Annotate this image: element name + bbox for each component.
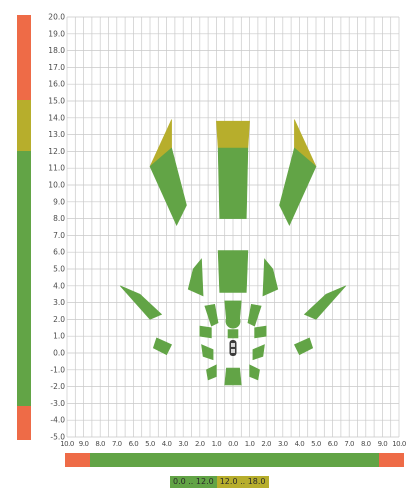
scale-segment-green bbox=[90, 453, 379, 467]
x-tick-label: 4.0 bbox=[295, 440, 305, 448]
detection-zone-green bbox=[293, 337, 314, 356]
detection-zone-green bbox=[206, 364, 217, 381]
detection-zones bbox=[119, 119, 347, 386]
x-tick-label: 10.0 bbox=[392, 440, 406, 448]
x-tick-label: 10.0 bbox=[60, 440, 74, 448]
y-tick-label: 4.0 bbox=[53, 281, 65, 290]
detection-zone-green bbox=[252, 344, 265, 361]
legend-item-green: 0.0 .. 12.0 bbox=[170, 476, 217, 488]
y-tick-label: 8.0 bbox=[53, 214, 65, 223]
y-tick-label: -1.0 bbox=[50, 365, 65, 374]
detection-zone-green bbox=[254, 325, 267, 339]
detection-zone-green bbox=[249, 364, 260, 381]
detection-zone-green bbox=[201, 344, 214, 361]
grid bbox=[66, 16, 400, 438]
detection-zone-green bbox=[217, 250, 249, 293]
x-tick-label: 8.0 bbox=[95, 440, 105, 448]
scale-segment-green bbox=[17, 151, 31, 406]
detection-zone-green bbox=[149, 147, 187, 227]
y-tick-label: 7.0 bbox=[53, 231, 65, 240]
x-axis-labels: 10.0 9.0 8.0 7.0 6.0 5.0 4.0 3.0 2.0 1.0 0.0 1.0 2.0… bbox=[60, 440, 406, 448]
x-tick-label: 9.0 bbox=[378, 440, 388, 448]
scale-segment-red bbox=[17, 406, 31, 440]
y-tick-label: -5.0 bbox=[50, 433, 65, 442]
x-tick-label: 8.0 bbox=[361, 440, 371, 448]
y-tick-label: 19.0 bbox=[48, 29, 65, 38]
x-tick-label: 5.0 bbox=[311, 440, 321, 448]
vehicle-marker-group bbox=[229, 339, 237, 356]
detection-zone-yellow bbox=[216, 120, 250, 149]
x-tick-label: 9.0 bbox=[79, 440, 89, 448]
detection-zone-green bbox=[262, 258, 279, 297]
y-tick-label: 6.0 bbox=[53, 248, 65, 257]
y-tick-label: 14.0 bbox=[48, 113, 65, 122]
x-tick-label: 3.0 bbox=[178, 440, 188, 448]
y-tick-label: 5.0 bbox=[53, 265, 65, 274]
y-tick-label: 18.0 bbox=[48, 46, 65, 55]
scale-segment-red bbox=[17, 15, 31, 100]
detection-zone-green bbox=[204, 303, 219, 327]
x-tick-label: 3.0 bbox=[278, 440, 288, 448]
x-tick-label: 2.0 bbox=[195, 440, 205, 448]
y-tick-label: 15.0 bbox=[48, 97, 65, 106]
x-tick-label: 7.0 bbox=[112, 440, 122, 448]
detection-zone-green bbox=[279, 147, 317, 227]
scale-segment-red bbox=[378, 453, 404, 467]
detection-zone-green bbox=[187, 258, 204, 297]
x-tick-label: 2.0 bbox=[261, 440, 271, 448]
x-tick-label: 5.0 bbox=[145, 440, 155, 448]
vehicle-icon bbox=[229, 339, 237, 356]
y-tick-label: 13.0 bbox=[48, 130, 65, 139]
x-tick-label: 6.0 bbox=[129, 440, 139, 448]
y-tick-label: 10.0 bbox=[48, 181, 65, 190]
y-tick-label: 1.0 bbox=[53, 332, 65, 341]
detection-zone-green bbox=[247, 303, 262, 327]
legend: 0.0 .. 12.0 12.0 .. 18.0 bbox=[170, 476, 269, 488]
detection-zone-green bbox=[303, 285, 347, 320]
legend-item-yellow: 12.0 .. 18.0 bbox=[216, 476, 269, 488]
y-tick-label: -3.0 bbox=[50, 399, 65, 408]
y-tick-label: -4.0 bbox=[50, 416, 65, 425]
vertical-range-scale-bar bbox=[17, 15, 31, 440]
x-tick-label: 1.0 bbox=[245, 440, 255, 448]
x-tick-label: 1.0 bbox=[212, 440, 222, 448]
sensor-zone-circle bbox=[225, 313, 241, 329]
detection-zone-green bbox=[217, 147, 249, 219]
detection-zone-green bbox=[227, 329, 239, 339]
y-tick-label: 9.0 bbox=[53, 197, 65, 206]
y-tick-label: 12.0 bbox=[48, 147, 65, 156]
y-tick-label: 3.0 bbox=[53, 298, 65, 307]
y-tick-label: 0.0 bbox=[53, 349, 65, 358]
x-tick-label: 7.0 bbox=[344, 440, 354, 448]
x-tick-label: 6.0 bbox=[328, 440, 338, 448]
horizontal-range-scale-bar bbox=[65, 453, 404, 467]
detection-zone-green bbox=[152, 337, 173, 356]
x-tick-label: 4.0 bbox=[162, 440, 172, 448]
y-tick-label: 20.0 bbox=[48, 13, 65, 22]
y-tick-label: 16.0 bbox=[48, 80, 65, 89]
y-tick-label: 11.0 bbox=[48, 164, 65, 173]
y-tick-label: -2.0 bbox=[50, 382, 65, 391]
y-axis-labels: 20.0 19.0 18.0 17.0 16.0 15.0 14.0 13.0 12.0 11.0… bbox=[48, 13, 65, 442]
detection-zone-green bbox=[119, 285, 163, 320]
scale-segment-yellow bbox=[17, 100, 31, 151]
x-tick-label: 0.0 bbox=[228, 440, 238, 448]
detection-zone-green bbox=[224, 367, 242, 386]
detection-zone-green bbox=[199, 325, 212, 339]
scale-segment-red bbox=[65, 453, 91, 467]
y-tick-label: 17.0 bbox=[48, 63, 65, 72]
y-tick-label: 2.0 bbox=[53, 315, 65, 324]
